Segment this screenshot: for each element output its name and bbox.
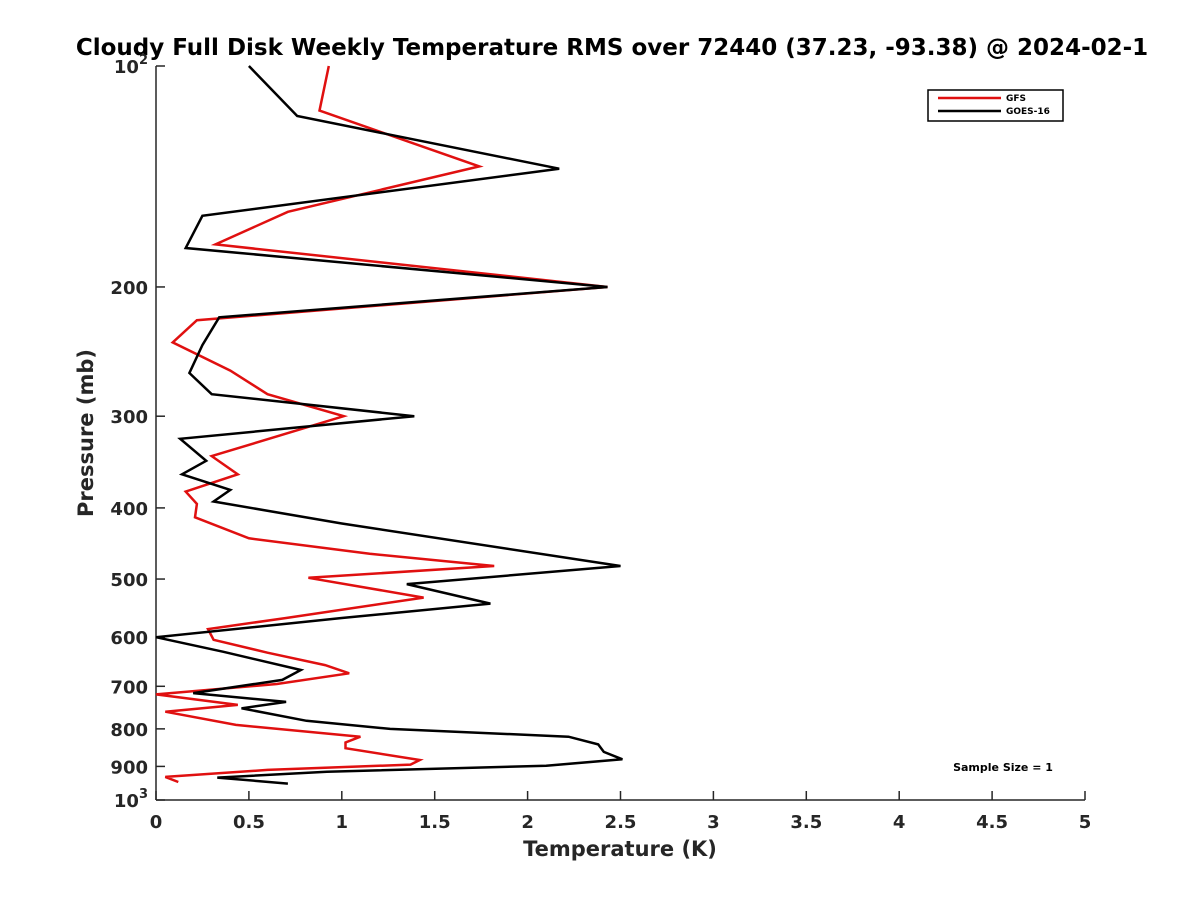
y-tick-label: 600	[110, 628, 148, 649]
x-axis-label: Temperature (K)	[523, 837, 717, 861]
y-tick-label: 900	[110, 757, 148, 778]
x-tick-label: 1.5	[419, 812, 451, 833]
y-tick-label: 500	[110, 570, 148, 591]
legend-label-goes-16: GOES-16	[1006, 107, 1050, 117]
x-tick-label: 2.5	[605, 812, 637, 833]
legend-label-gfs: GFS	[1006, 94, 1026, 104]
plot-area: 0 0.5 1 1.5 2 2.5 3 3.5 4 4.5 5 102 200 300 400 500 600 7…	[110, 53, 1091, 833]
x-tick-label: 1	[336, 812, 349, 833]
legend-box	[927, 89, 1064, 122]
chart-title: Cloudy Full Disk Weekly Temperature RMS …	[76, 35, 1148, 61]
x-tick-label: 3.5	[790, 812, 822, 833]
y-tick-label: 300	[110, 407, 148, 428]
x-tick-label: 2	[521, 812, 534, 833]
y-tick-label: 800	[110, 720, 148, 741]
x-tick-label: 0.5	[233, 812, 265, 833]
y-tick-label: 200	[110, 278, 148, 299]
x-tick-label: 5	[1079, 812, 1092, 833]
series-line-gfs	[155, 65, 608, 784]
sample-size-annotation: Sample Size = 1	[953, 761, 1053, 774]
x-tick-label: 3	[707, 812, 720, 833]
x-tick-label: 4.5	[976, 812, 1008, 833]
series-line-goes-16	[155, 65, 623, 785]
y-tick-label: 103	[114, 787, 148, 812]
y-tick-label: 102	[114, 53, 148, 78]
y-axis-label: Pressure (mb)	[74, 349, 98, 517]
y-tick-label: 700	[110, 677, 148, 698]
x-tick-label: 0	[150, 812, 163, 833]
x-tick-label: 4	[893, 812, 906, 833]
y-tick-label: 400	[110, 499, 148, 520]
